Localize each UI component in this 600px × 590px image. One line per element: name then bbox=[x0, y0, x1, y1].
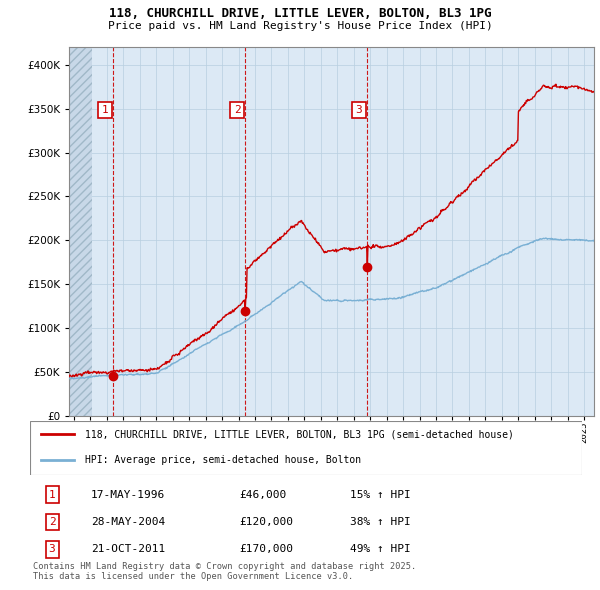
Text: HPI: Average price, semi-detached house, Bolton: HPI: Average price, semi-detached house,… bbox=[85, 455, 361, 465]
Text: 28-MAY-2004: 28-MAY-2004 bbox=[91, 517, 165, 527]
Text: 3: 3 bbox=[355, 105, 362, 115]
Text: Contains HM Land Registry data © Crown copyright and database right 2025.
This d: Contains HM Land Registry data © Crown c… bbox=[33, 562, 416, 581]
Text: 2: 2 bbox=[49, 517, 55, 527]
Text: 21-OCT-2011: 21-OCT-2011 bbox=[91, 545, 165, 555]
Text: 3: 3 bbox=[49, 545, 55, 555]
Text: 15% ↑ HPI: 15% ↑ HPI bbox=[350, 490, 411, 500]
Text: Price paid vs. HM Land Registry's House Price Index (HPI): Price paid vs. HM Land Registry's House … bbox=[107, 21, 493, 31]
Text: £120,000: £120,000 bbox=[240, 517, 294, 527]
Text: 118, CHURCHILL DRIVE, LITTLE LEVER, BOLTON, BL3 1PG (semi-detached house): 118, CHURCHILL DRIVE, LITTLE LEVER, BOLT… bbox=[85, 430, 514, 439]
Text: 2: 2 bbox=[233, 105, 241, 115]
Text: 17-MAY-1996: 17-MAY-1996 bbox=[91, 490, 165, 500]
Text: £170,000: £170,000 bbox=[240, 545, 294, 555]
Text: 118, CHURCHILL DRIVE, LITTLE LEVER, BOLTON, BL3 1PG: 118, CHURCHILL DRIVE, LITTLE LEVER, BOLT… bbox=[109, 7, 491, 20]
Text: 49% ↑ HPI: 49% ↑ HPI bbox=[350, 545, 411, 555]
Text: 1: 1 bbox=[49, 490, 55, 500]
Bar bbox=[69, 47, 92, 416]
Text: 1: 1 bbox=[101, 105, 108, 115]
FancyBboxPatch shape bbox=[30, 421, 582, 475]
Text: 38% ↑ HPI: 38% ↑ HPI bbox=[350, 517, 411, 527]
Text: £46,000: £46,000 bbox=[240, 490, 287, 500]
